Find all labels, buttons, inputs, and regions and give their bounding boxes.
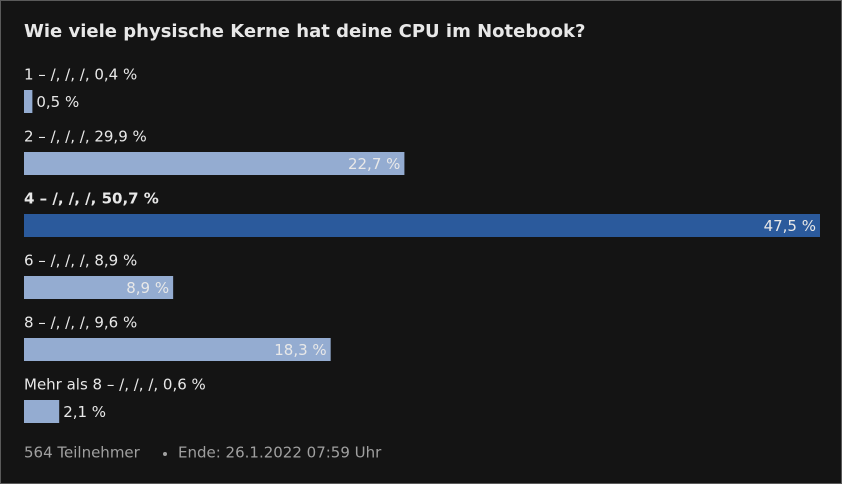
option-label: 8 – /, /, /, 9,6 % (24, 314, 137, 332)
value-label: 47,5 % (764, 217, 816, 235)
value-label: 18,3 % (274, 341, 326, 359)
value-label: 8,9 % (126, 279, 169, 297)
option-label: 4 – /, /, /, 50,7 % (24, 190, 159, 208)
bar (24, 338, 331, 361)
chart-title: Wie viele physische Kerne hat deine CPU … (24, 21, 585, 42)
separator (163, 452, 167, 456)
option-label: Mehr als 8 – /, /, /, 0,6 % (24, 376, 206, 394)
option-label: 2 – /, /, /, 29,9 % (24, 128, 147, 146)
option-label: 1 – /, /, /, 0,4 % (24, 66, 137, 84)
option-label: 6 – /, /, /, 8,9 % (24, 252, 137, 270)
bar (24, 214, 820, 237)
participants: 564 Teilnehmer (24, 444, 141, 462)
value-label: 2,1 % (63, 403, 106, 421)
value-label: 0,5 % (36, 93, 79, 111)
bar (24, 276, 174, 299)
bar (24, 90, 33, 113)
bar (24, 152, 405, 175)
end-date: Ende: 26.1.2022 07:59 Uhr (178, 444, 382, 462)
bar (24, 400, 60, 423)
value-label: 22,7 % (348, 155, 400, 173)
